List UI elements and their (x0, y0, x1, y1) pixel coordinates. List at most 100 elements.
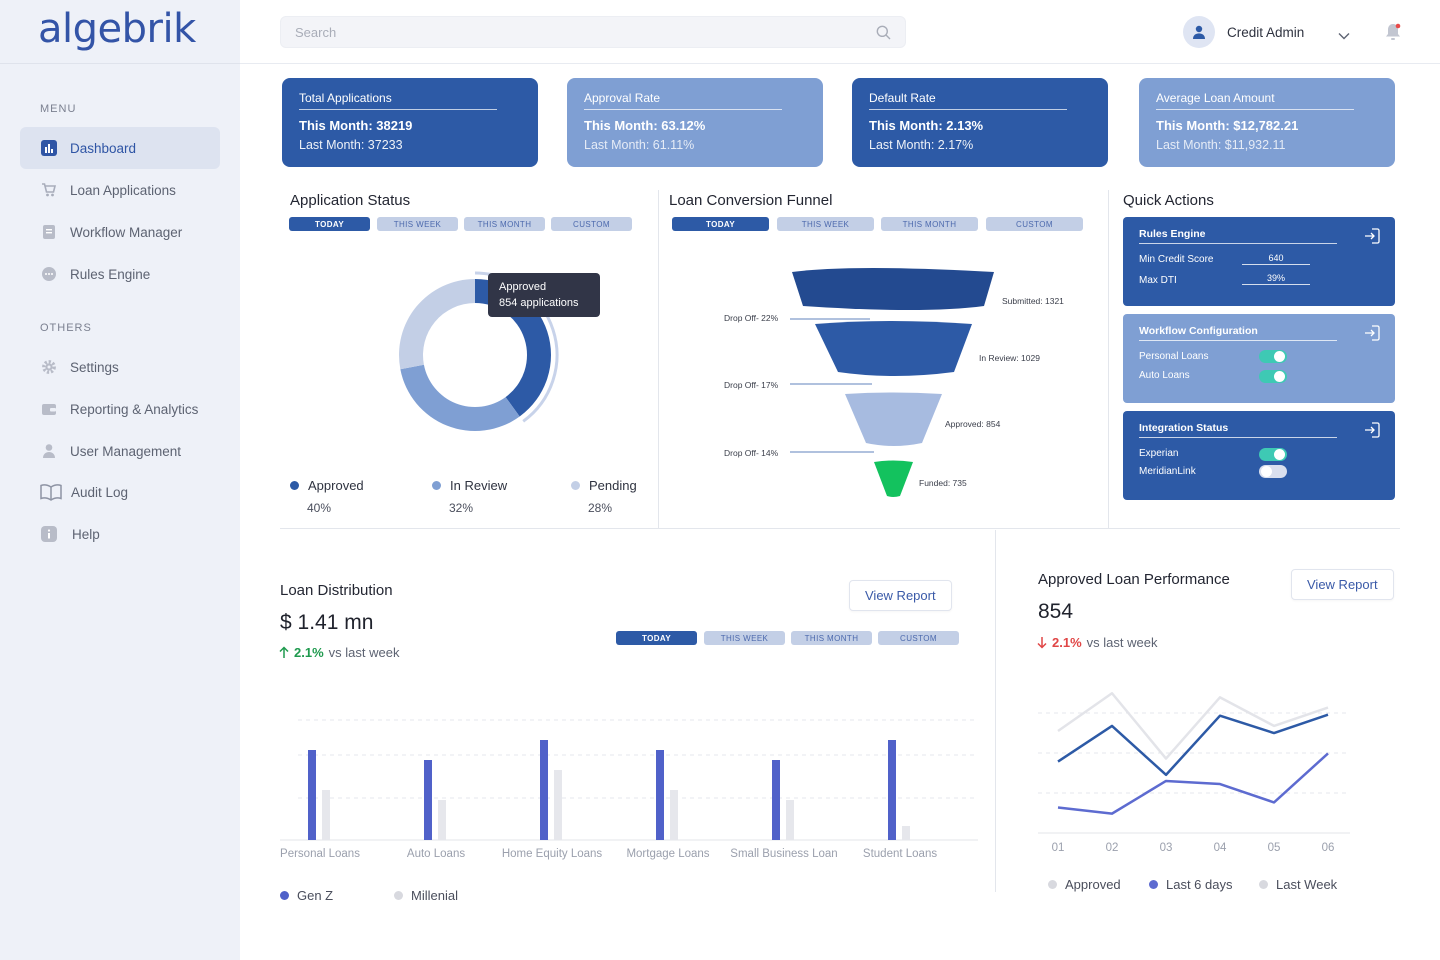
sidebar-item-label: Rules Engine (70, 266, 151, 282)
filter-custom[interactable]: CUSTOM (878, 631, 959, 645)
tooltip-line: 854 applications (499, 297, 579, 309)
filter-custom[interactable]: CUSTOM (551, 217, 632, 231)
loan-distribution-value: $ 1.41 mn (280, 611, 374, 634)
bar-gen-z (772, 760, 780, 840)
kpi-default-rate[interactable]: Default Rate This Month: 2.13% Last Mont… (852, 78, 1108, 167)
legend-last-6-days: Last 6 days (1149, 877, 1233, 892)
max-dti-input[interactable]: 39% (1242, 273, 1310, 285)
filter-custom[interactable]: CUSTOM (986, 217, 1083, 231)
view-report-button[interactable]: View Report (1291, 569, 1394, 600)
x-tick-label: 04 (1213, 842, 1227, 854)
sidebar-divider (0, 63, 240, 64)
gear-icon (40, 359, 57, 376)
open-icon[interactable] (1364, 228, 1380, 249)
menu-heading: MENU (40, 103, 77, 115)
funnel-label-in-review: In Review: 1029 (979, 353, 1040, 363)
kpi-total-applications[interactable]: Total Applications This Month: 38219 Las… (282, 78, 538, 167)
funnel-stage-in-review (815, 321, 972, 376)
filter-this-month[interactable]: THIS MONTH (464, 217, 545, 231)
toggle-label: Auto Loans (1139, 370, 1190, 381)
legend-label: Approved (308, 478, 364, 493)
filter-today[interactable]: TODAY (672, 217, 769, 231)
sidebar-item-label: Loan Applications (70, 182, 176, 198)
user-menu[interactable]: Credit Admin (1183, 16, 1304, 48)
x-tick-label: 03 (1159, 842, 1173, 854)
filter-today[interactable]: TODAY (616, 631, 697, 645)
section-divider (280, 528, 1400, 529)
loan-distribution-title: Loan Distribution (280, 582, 393, 599)
filter-today[interactable]: TODAY (289, 217, 370, 231)
kpi-average-loan-amount[interactable]: Average Loan Amount This Month: $12,782.… (1139, 78, 1395, 167)
meridianlink-toggle[interactable] (1259, 465, 1287, 478)
kpi-approval-rate[interactable]: Approval Rate This Month: 63.12% Last Mo… (567, 78, 823, 167)
funnel-dropoff-label: Drop Off- 22% (724, 313, 779, 323)
sidebar-item-loan-applications[interactable]: Loan Applications (20, 169, 220, 211)
legend-dot (1048, 880, 1057, 889)
experian-toggle[interactable] (1259, 448, 1287, 461)
sidebar-item-dashboard[interactable]: Dashboard (20, 127, 220, 169)
donut-tooltip: Approved 854 applications (488, 273, 600, 317)
toggle-label: Experian (1139, 448, 1179, 459)
search-bar (280, 16, 906, 48)
arrow-up-icon (279, 646, 289, 658)
legend-label: Pending (589, 478, 637, 493)
x-tick-label: Personal Loans (280, 848, 360, 860)
legend-dot (1149, 880, 1158, 889)
personal-loans-toggle[interactable] (1259, 350, 1287, 363)
rules-engine-card[interactable]: Rules Engine Min Credit Score 640 Max DT… (1123, 217, 1395, 306)
qa-card-title: Rules Engine (1139, 228, 1206, 240)
filter-this-week[interactable]: THIS WEEK (377, 217, 458, 231)
view-report-button[interactable]: View Report (849, 580, 952, 611)
filter-this-month[interactable]: THIS MONTH (791, 631, 872, 645)
header-divider (240, 63, 1440, 64)
sidebar-item-audit-log[interactable]: Audit Log (20, 471, 220, 513)
search-input[interactable] (281, 17, 841, 47)
bar-gen-z (308, 750, 316, 840)
integration-status-card[interactable]: Integration Status Experian MeridianLink (1123, 411, 1395, 500)
kpi-last-month: Last Month: $11,932.11 (1156, 138, 1286, 152)
filter-this-week[interactable]: THIS WEEK (704, 631, 785, 645)
legend-dot (394, 891, 403, 900)
open-icon[interactable] (1364, 422, 1380, 443)
kpi-this-month: This Month: 38219 (299, 118, 413, 133)
performance-value: 854 (1038, 600, 1074, 623)
legend-approved-line: Approved (1048, 877, 1121, 892)
user-icon (40, 443, 57, 460)
bell-icon[interactable] (1385, 22, 1401, 47)
qa-card-title: Workflow Configuration (1139, 325, 1258, 337)
filter-this-week[interactable]: THIS WEEK (777, 217, 874, 231)
x-tick-label: Mortgage Loans (626, 848, 710, 860)
sidebar-item-settings[interactable]: Settings (20, 346, 220, 388)
application-status-title: Application Status (290, 192, 411, 209)
search-icon[interactable] (876, 25, 891, 45)
workflow-configuration-card[interactable]: Workflow Configuration Personal Loans Au… (1123, 314, 1395, 403)
sidebar-item-help[interactable]: Help (20, 513, 220, 555)
min-credit-input[interactable]: 640 (1242, 253, 1310, 265)
open-icon[interactable] (1364, 325, 1380, 346)
delta-text: vs last week (1086, 635, 1158, 650)
filter-this-month[interactable]: THIS MONTH (881, 217, 978, 231)
series-line-last-6-days (1057, 713, 1329, 777)
legend-label: In Review (450, 478, 508, 493)
legend-approved: Approved (290, 478, 364, 493)
auto-loans-toggle[interactable] (1259, 370, 1287, 383)
kpi-last-month: Last Month: 37233 (299, 138, 403, 152)
donut-slice-in-review (400, 364, 520, 431)
kpi-this-month: This Month: 63.12% (584, 118, 706, 133)
panel-divider (1108, 190, 1109, 528)
chevron-down-icon[interactable] (1338, 27, 1350, 45)
qa-rule (1139, 437, 1337, 438)
sidebar-item-label: Reporting & Analytics (70, 401, 199, 417)
sidebar-item-workflow-manager[interactable]: Workflow Manager (20, 211, 220, 253)
sidebar-item-user-management[interactable]: User Management (20, 430, 220, 472)
bar-millenial (554, 770, 562, 840)
sidebar-item-reporting[interactable]: Reporting & Analytics (20, 388, 220, 430)
sidebar-item-rules-engine[interactable]: Rules Engine (20, 253, 220, 295)
chat-bubble-icon (40, 266, 57, 283)
logo[interactable]: algebrik (38, 6, 196, 52)
kpi-title: Total Applications (299, 91, 392, 105)
quick-actions-title: Quick Actions (1123, 192, 1214, 209)
bar-millenial (786, 800, 794, 840)
bar-gen-z (540, 740, 548, 840)
avatar[interactable] (1183, 16, 1215, 48)
